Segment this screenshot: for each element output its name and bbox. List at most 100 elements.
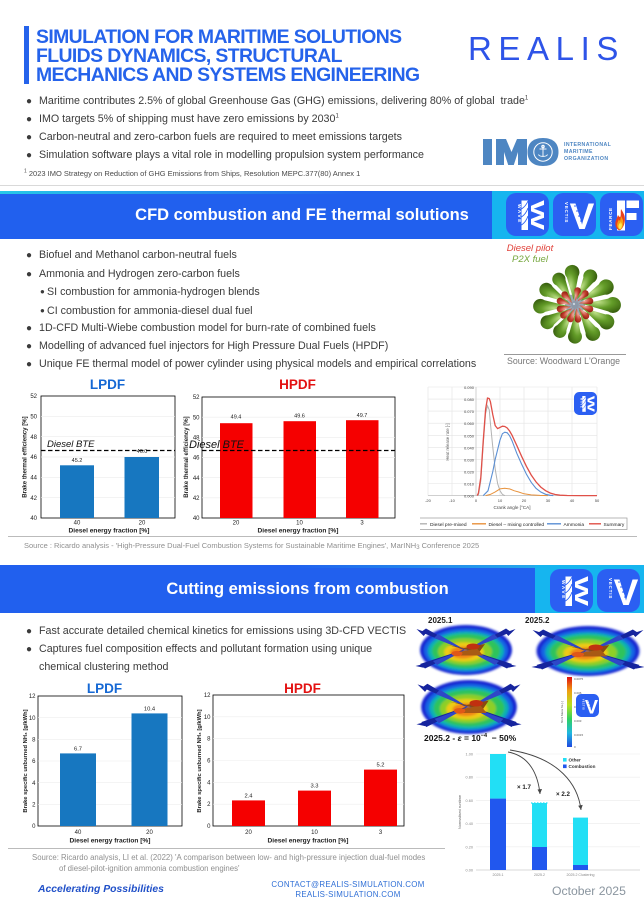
svg-text:42: 42 (193, 496, 200, 502)
svg-text:48: 48 (193, 436, 200, 442)
svg-text:0.60: 0.60 (466, 799, 473, 803)
svg-text:20: 20 (522, 498, 527, 503)
svg-text:49.6: 49.6 (294, 414, 305, 420)
svg-text:40: 40 (75, 830, 82, 836)
svg-text:Brake specific unburned NH₃ [g: Brake specific unburned NH₃ [g/kWh] (197, 709, 203, 812)
svg-text:Heat release rate [-]: Heat release rate [-] (445, 423, 450, 460)
svg-text:1.00: 1.00 (466, 753, 473, 757)
svg-text:NH3 Mass fra [-]: NH3 Mass fra [-] (560, 701, 564, 723)
svg-text:0.0015: 0.0015 (574, 733, 583, 737)
svg-text:42: 42 (30, 496, 37, 502)
svg-text:50: 50 (30, 414, 37, 420)
svg-text:0: 0 (475, 498, 478, 503)
svg-text:30: 30 (546, 498, 551, 503)
svg-text:20: 20 (139, 521, 146, 527)
svg-text:5.2: 5.2 (376, 763, 384, 769)
svg-text:MARITIME: MARITIME (564, 149, 593, 155)
svg-text:Diesel BTE: Diesel BTE (189, 439, 245, 451)
svg-text:4: 4 (32, 781, 36, 787)
svg-text:46.0: 46.0 (137, 449, 148, 455)
svg-text:Normalised runtime: Normalised runtime (457, 794, 462, 829)
svg-text:10: 10 (29, 716, 36, 722)
svg-text:ORGANIZATION: ORGANIZATION (564, 156, 608, 162)
svg-text:Diesel pre-mixed: Diesel pre-mixed (430, 522, 467, 528)
svg-text:-20: -20 (425, 498, 432, 503)
svg-text:0.80: 0.80 (466, 776, 473, 780)
svg-text:3.3: 3.3 (310, 784, 318, 790)
svg-text:Diesel energy fraction [%]: Diesel energy fraction [%] (69, 528, 150, 535)
svg-text:× 1.7: × 1.7 (517, 784, 531, 791)
svg-text:0.00: 0.00 (466, 869, 473, 873)
svg-text:20: 20 (233, 521, 240, 527)
svg-text:0.020: 0.020 (464, 470, 475, 475)
svg-text:0.0075: 0.0075 (574, 677, 583, 681)
svg-text:2025.2 Clustering: 2025.2 Clustering (567, 873, 595, 877)
svg-text:Diesel energy fraction [%]: Diesel energy fraction [%] (70, 838, 151, 845)
svg-text:0.40: 0.40 (466, 822, 473, 826)
svg-text:3: 3 (360, 521, 364, 527)
svg-text:50: 50 (595, 498, 600, 503)
svg-text:0.006: 0.006 (574, 691, 582, 695)
svg-text:0.070: 0.070 (464, 409, 475, 414)
svg-text:52: 52 (30, 394, 37, 400)
svg-text:0.000: 0.000 (464, 494, 475, 499)
svg-text:49.7: 49.7 (357, 413, 368, 419)
svg-text:0.20: 0.20 (466, 845, 473, 849)
svg-text:2: 2 (32, 802, 36, 808)
svg-text:8: 8 (32, 737, 36, 743)
svg-text:44: 44 (30, 475, 37, 481)
svg-text:40: 40 (30, 516, 37, 522)
svg-text:Ammonia: Ammonia (564, 522, 585, 528)
svg-text:3: 3 (379, 830, 383, 836)
svg-text:Diesel energy fraction [%]: Diesel energy fraction [%] (268, 838, 349, 845)
svg-text:10: 10 (204, 715, 211, 721)
svg-text:0.060: 0.060 (464, 421, 475, 426)
svg-text:2.4: 2.4 (244, 793, 253, 799)
svg-text:40: 40 (74, 521, 81, 527)
svg-text:6.7: 6.7 (74, 746, 82, 752)
svg-text:0: 0 (574, 745, 576, 749)
svg-text:4: 4 (207, 780, 211, 786)
svg-text:Diesel energy fraction [%]: Diesel energy fraction [%] (258, 528, 339, 535)
svg-text:INTERNATIONAL: INTERNATIONAL (564, 142, 612, 148)
svg-text:Crank angle [°CA]: Crank angle [°CA] (494, 505, 531, 510)
svg-text:48: 48 (30, 435, 37, 441)
svg-text:40: 40 (193, 516, 200, 522)
svg-text:50: 50 (193, 415, 200, 421)
svg-text:40: 40 (570, 498, 575, 503)
svg-text:Other: Other (569, 758, 581, 763)
svg-text:0.010: 0.010 (464, 482, 475, 487)
svg-text:0.080: 0.080 (464, 397, 475, 402)
svg-text:52: 52 (193, 395, 200, 401)
svg-text:10: 10 (296, 521, 303, 527)
svg-text:0.090: 0.090 (464, 385, 475, 390)
svg-text:× 2.2: × 2.2 (556, 791, 570, 798)
svg-text:2: 2 (207, 802, 211, 808)
svg-text:Diesel BTE: Diesel BTE (47, 439, 95, 450)
svg-text:0.003: 0.003 (574, 719, 582, 723)
svg-text:0.040: 0.040 (464, 445, 475, 450)
svg-text:0.030: 0.030 (464, 457, 475, 462)
svg-text:49.4: 49.4 (231, 415, 242, 421)
svg-text:46: 46 (30, 455, 37, 461)
svg-text:10: 10 (498, 498, 503, 503)
svg-text:Brake thermal efficiency [%]: Brake thermal efficiency [%] (183, 416, 190, 497)
svg-text:Combustion: Combustion (569, 764, 596, 769)
svg-text:10.4: 10.4 (144, 706, 156, 712)
svg-text:Summary: Summary (604, 522, 625, 528)
svg-text:45.2: 45.2 (72, 458, 83, 464)
svg-text:6: 6 (207, 759, 211, 765)
svg-text:0: 0 (207, 824, 211, 830)
svg-text:12: 12 (204, 693, 211, 699)
svg-text:46: 46 (193, 456, 200, 462)
svg-text:20: 20 (146, 830, 153, 836)
svg-text:0: 0 (32, 824, 36, 830)
svg-text:0.050: 0.050 (464, 433, 475, 438)
svg-text:8: 8 (207, 737, 211, 743)
svg-text:12: 12 (29, 694, 36, 700)
svg-text:44: 44 (193, 476, 200, 482)
svg-text:10: 10 (311, 830, 318, 836)
svg-text:2025.2: 2025.2 (534, 873, 545, 877)
svg-text:-10: -10 (449, 498, 456, 503)
svg-text:20: 20 (245, 830, 252, 836)
